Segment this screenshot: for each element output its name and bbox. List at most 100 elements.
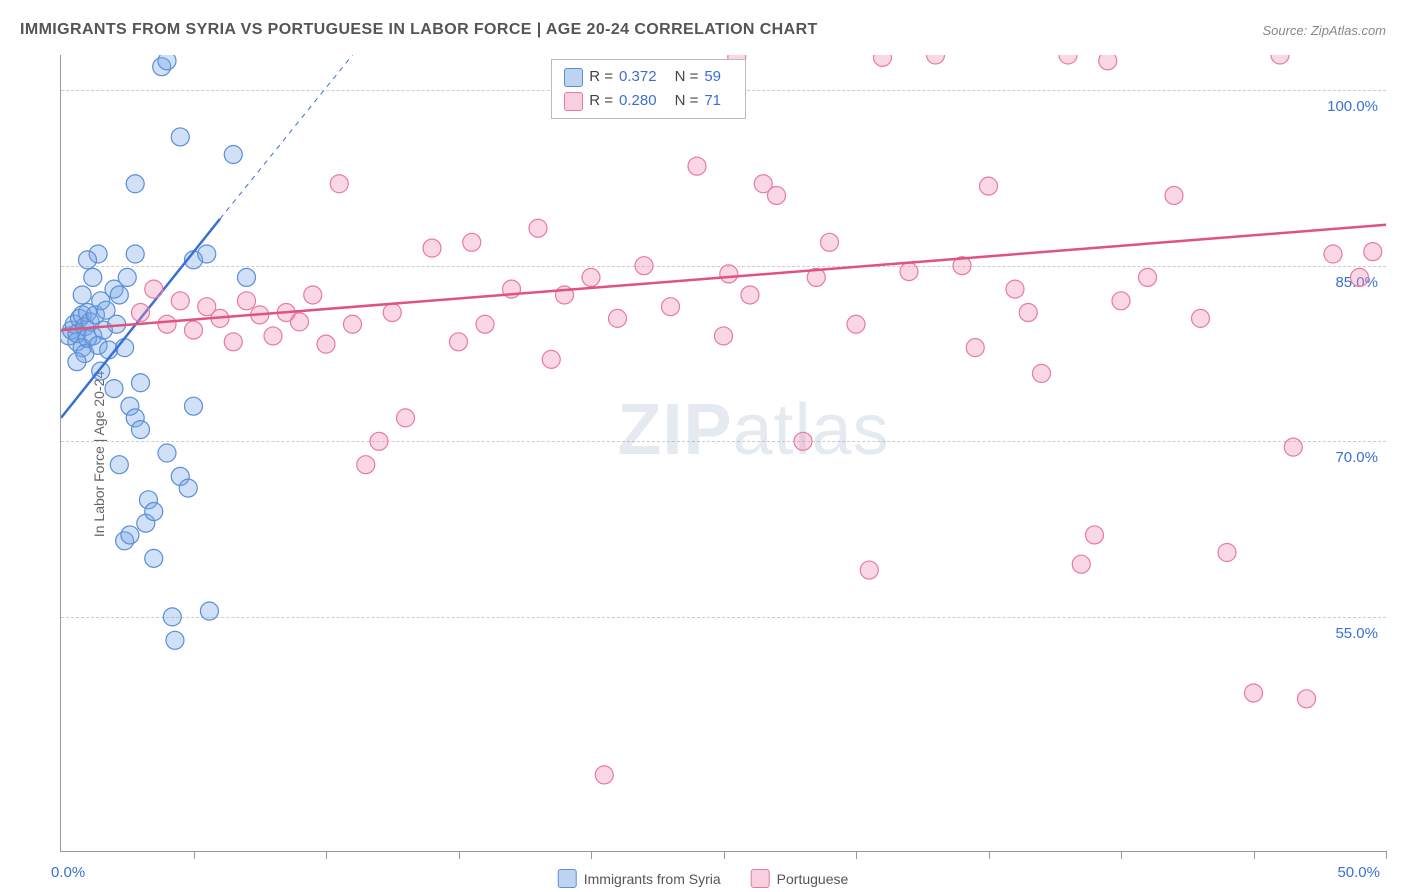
legend: Immigrants from Syria Portuguese (558, 869, 849, 888)
data-point (874, 55, 892, 66)
data-point (609, 309, 627, 327)
data-point (980, 177, 998, 195)
data-point (224, 146, 242, 164)
data-point (397, 409, 415, 427)
legend-swatch-portuguese (751, 869, 770, 888)
data-point (185, 321, 203, 339)
data-point (224, 333, 242, 351)
data-point (79, 251, 97, 269)
data-point (720, 265, 738, 283)
legend-label-portuguese: Portuguese (777, 871, 849, 887)
chart-title: IMMIGRANTS FROM SYRIA VS PORTUGUESE IN L… (20, 21, 818, 39)
data-point (463, 233, 481, 251)
data-point (132, 421, 150, 439)
data-point (158, 444, 176, 462)
data-point (1364, 243, 1382, 261)
data-point (126, 175, 144, 193)
data-point (1298, 690, 1316, 708)
data-point (1271, 55, 1289, 64)
scatter-plot: ZIPatlas R =0.372 N =59 R =0.280 N =71 0… (60, 55, 1386, 852)
x-tick (194, 851, 195, 859)
data-point (110, 456, 128, 474)
x-tick (856, 851, 857, 859)
legend-label-syria: Immigrants from Syria (584, 871, 721, 887)
data-point (1245, 684, 1263, 702)
data-point (105, 380, 123, 398)
data-point (821, 233, 839, 251)
x-axis-max-label: 50.0% (1337, 864, 1380, 881)
correlation-stats-box: R =0.372 N =59 R =0.280 N =71 (551, 59, 746, 119)
data-point (145, 549, 163, 567)
data-point (582, 268, 600, 286)
data-point (635, 257, 653, 275)
data-point (741, 286, 759, 304)
data-point (1006, 280, 1024, 298)
data-point (450, 333, 468, 351)
data-point (1112, 292, 1130, 310)
x-tick (989, 851, 990, 859)
data-point (900, 263, 918, 281)
x-tick (591, 851, 592, 859)
data-point (126, 245, 144, 263)
stat-row: R =0.372 N =59 (564, 65, 733, 89)
data-point (171, 128, 189, 146)
data-point (966, 339, 984, 357)
trend-line (61, 225, 1386, 330)
data-point (185, 397, 203, 415)
data-point (860, 561, 878, 579)
data-point (317, 335, 335, 353)
trend-line-extension (220, 55, 353, 219)
x-tick (326, 851, 327, 859)
data-point (166, 631, 184, 649)
data-point (118, 268, 136, 286)
data-point (768, 186, 786, 204)
data-point (357, 456, 375, 474)
data-point (158, 315, 176, 333)
data-point (1086, 526, 1104, 544)
data-point (1139, 268, 1157, 286)
data-point (927, 55, 945, 64)
x-tick (1254, 851, 1255, 859)
source-label: Source: ZipAtlas.com (1262, 23, 1386, 38)
data-point (145, 280, 163, 298)
data-point (73, 286, 91, 304)
chart-canvas (61, 55, 1386, 851)
data-point (1218, 544, 1236, 562)
data-point (1019, 304, 1037, 322)
data-point (595, 766, 613, 784)
data-point (662, 298, 680, 316)
data-point (304, 286, 322, 304)
data-point (1033, 364, 1051, 382)
legend-item-syria: Immigrants from Syria (558, 869, 721, 888)
x-tick (459, 851, 460, 859)
plot-area: In Labor Force | Age 20-24 ZIPatlas R =0… (30, 55, 1386, 852)
header: IMMIGRANTS FROM SYRIA VS PORTUGUESE IN L… (0, 0, 1406, 48)
data-point (132, 304, 150, 322)
data-point (1165, 186, 1183, 204)
data-point (1072, 555, 1090, 573)
data-point (1192, 309, 1210, 327)
x-tick (1386, 851, 1387, 859)
data-point (423, 239, 441, 257)
data-point (330, 175, 348, 193)
x-axis-min-label: 0.0% (51, 864, 85, 881)
data-point (238, 268, 256, 286)
data-point (200, 602, 218, 620)
legend-item-portuguese: Portuguese (751, 869, 849, 888)
data-point (476, 315, 494, 333)
data-point (264, 327, 282, 345)
data-point (529, 219, 547, 237)
data-point (370, 432, 388, 450)
x-tick (724, 851, 725, 859)
data-point (383, 304, 401, 322)
stat-row: R =0.280 N =71 (564, 89, 733, 113)
data-point (84, 268, 102, 286)
data-point (132, 374, 150, 392)
data-point (1284, 438, 1302, 456)
data-point (121, 526, 139, 544)
data-point (110, 286, 128, 304)
data-point (238, 292, 256, 310)
data-point (68, 353, 86, 371)
data-point (145, 503, 163, 521)
data-point (715, 327, 733, 345)
